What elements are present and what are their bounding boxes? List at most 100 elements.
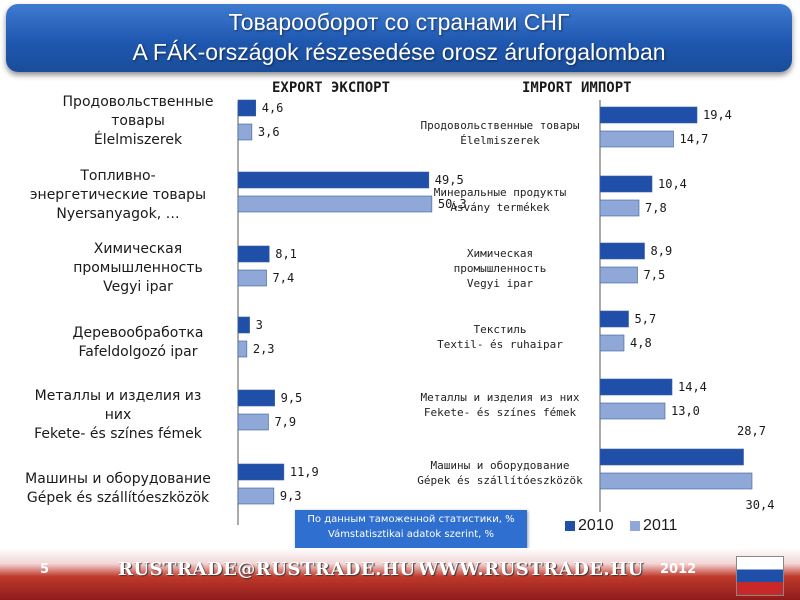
export-value-label-2010-1: 49,5 xyxy=(435,173,464,187)
export-category-label-1-line-0: Топливно- xyxy=(80,168,156,184)
export-bar-2010-3 xyxy=(237,316,250,334)
import-value-label-2010-3: 5,7 xyxy=(635,312,657,326)
title-banner: Товарооборот со странами СНГ A FÁK-orszá… xyxy=(6,4,792,72)
import-category-label-2: Химическая промышленность Vegyi ipar xyxy=(405,246,595,291)
import-bar-2010-2 xyxy=(599,242,645,260)
export-category-label-4-line-0: Металлы и изделия из xyxy=(34,388,202,404)
export-category-label-3-line-0: Деревообработка xyxy=(72,325,204,341)
export-category-label-2: Химическая промышленность Vegyi ipar xyxy=(28,240,248,297)
source-note: По данным таможенной статистики, % Vámst… xyxy=(295,510,527,548)
import-category-label-5-line-0: Машины и оборудование xyxy=(430,459,570,472)
legend-item-2011: 2011 xyxy=(630,517,677,535)
export-category-label-1-line-2: Nyersanyagok, … xyxy=(56,206,180,222)
export-bar-2011-4 xyxy=(237,413,269,431)
legend-label-2011: 2011 xyxy=(643,517,678,534)
export-value-label-2011-2: 7,4 xyxy=(273,271,295,285)
export-bar-2011-3 xyxy=(237,340,248,358)
export-category-label-0: Продовольственные товары Élelmiszerek xyxy=(28,93,248,150)
import-bar-2010-5 xyxy=(599,448,744,466)
footer-year: 2012 xyxy=(660,562,697,577)
legend-swatch-2010 xyxy=(565,520,575,531)
footer-band: 5 RUSTRADE@RUSTRADE.HU WWW.RUSTRADE.HU 2… xyxy=(0,548,800,600)
import-category-label-3: Текстиль Textil- és ruhaipar xyxy=(405,322,595,352)
import-bar-2010-3 xyxy=(599,310,629,328)
export-bar-2010-1 xyxy=(237,171,430,189)
export-value-label-2011-4: 7,9 xyxy=(274,415,296,429)
import-value-label-2010-2: 8,9 xyxy=(651,244,673,258)
import-category-label-0-line-1: Élelmiszerek xyxy=(460,134,540,147)
export-category-label-3: Деревообработка Fafeldolgozó ipar xyxy=(28,324,248,362)
import-bar-2011-1 xyxy=(599,199,640,217)
import-bar-2010-0 xyxy=(599,106,698,124)
export-category-label-4-line-1: них xyxy=(104,407,132,423)
export-value-label-2010-2: 8,1 xyxy=(275,247,297,261)
export-category-label-3-line-1: Fafeldolgozó ipar xyxy=(78,344,198,360)
export-category-label-5-line-0: Машины и оборудование xyxy=(25,471,211,487)
export-bar-2010-5 xyxy=(237,463,285,481)
import-value-label-2011-3: 4,8 xyxy=(630,336,652,350)
legend-swatch-2011 xyxy=(630,520,641,531)
title-line-2: A FÁK-országok részesedése orosz áruforg… xyxy=(132,39,666,65)
footer-website-link[interactable]: WWW.RUSTRADE.HU xyxy=(418,559,644,580)
export-bar-2011-1 xyxy=(237,195,433,213)
import-value-label-2010-1: 10,4 xyxy=(658,177,687,191)
export-category-label-4-line-2: Fekete- és színes fémek xyxy=(34,426,202,442)
export-heading: EXPORT ЭКСПОРТ xyxy=(272,80,391,96)
bar-charts: 4,6 49,5 8,1 3 9,5 11,9 3,6 50,3 7,4 2,3 7,9 9,3 19,… xyxy=(237,99,774,525)
import-heading: IMPORT ИМПОРТ xyxy=(522,80,632,96)
title-line-1: Товарооборот со странами СНГ xyxy=(228,9,570,35)
source-note-line-2: Vámstatisztikai adatok szerint, % xyxy=(328,529,494,540)
import-value-label-2010-0: 19,4 xyxy=(703,108,732,122)
import-category-label-5-line-1: Gépek és szállítóeszközök xyxy=(417,474,583,487)
export-value-label-2011-3: 2,3 xyxy=(253,342,275,356)
export-category-label-4: Металлы и изделия из них Fekete- és színes… xyxy=(8,387,228,444)
legend-label-2010: 2010 xyxy=(578,517,614,534)
import-category-label-5: Машины и оборудование Gépek és szállítóes… xyxy=(405,458,595,488)
footer-email-link[interactable]: RUSTRADE@RUSTRADE.HU xyxy=(118,559,416,580)
legend: 2010 2011 xyxy=(565,517,689,535)
import-bar-2011-4 xyxy=(599,402,666,420)
export-category-label-5-line-1: Gépek és szállítóeszközök xyxy=(26,490,210,506)
export-value-label-2010-3: 3 xyxy=(256,318,263,332)
legend-item-2010: 2010 xyxy=(565,517,614,535)
export-category-label-5: Машины и оборудование Gépek és szállítóes… xyxy=(8,470,228,508)
import-category-label-4-line-1: Fekete- és színes fémek xyxy=(423,406,577,419)
import-category-label-0-line-0: Продовольственные товары xyxy=(420,119,580,132)
export-value-label-2010-5: 11,9 xyxy=(290,465,319,479)
export-bar-2010-4 xyxy=(237,389,275,407)
import-bar-2010-4 xyxy=(599,378,673,396)
import-category-label-4-line-0: Металлы и изделия из них xyxy=(420,391,580,404)
export-category-label-0-line-2: Élelmiszerek xyxy=(93,132,183,148)
import-category-label-2-line-1: промышленность xyxy=(453,262,547,275)
export-value-label-2011-0: 3,6 xyxy=(258,125,280,139)
export-category-label-0-line-1: товары xyxy=(111,113,165,129)
import-bar-2011-3 xyxy=(599,334,625,352)
import-category-label-1-line-0: Минеральные продукты xyxy=(433,186,567,199)
flag-logo xyxy=(736,556,784,596)
import-value-label-2010-5: 28,7 xyxy=(737,424,766,438)
source-note-line-1: По данным таможенной статистики, % xyxy=(307,514,515,525)
import-value-label-2011-4: 13,0 xyxy=(671,404,700,418)
export-bar-2011-5 xyxy=(237,487,275,505)
export-bar-2010-2 xyxy=(237,245,270,263)
import-bar-2011-0 xyxy=(599,130,674,148)
export-value-label-2010-4: 9,5 xyxy=(281,391,303,405)
export-value-label-2011-5: 9,3 xyxy=(280,489,302,503)
export-category-label-0-line-0: Продовольственные xyxy=(62,94,214,110)
import-bar-2010-1 xyxy=(599,175,653,193)
export-category-label-2-line-0: Химическая xyxy=(93,241,183,257)
export-category-label-2-line-1: промышленность xyxy=(73,260,203,276)
import-category-label-3-line-1: Textil- és ruhaipar xyxy=(437,338,563,351)
export-value-label-2010-0: 4,6 xyxy=(262,101,284,115)
import-value-label-2010-4: 14,4 xyxy=(678,380,707,394)
import-value-label-2011-2: 7,5 xyxy=(644,268,666,282)
export-category-label-2-line-2: Vegyi ipar xyxy=(103,279,173,295)
import-bar-2011-5 xyxy=(599,472,753,490)
import-value-label-2011-0: 14,7 xyxy=(680,132,709,146)
import-bar-2011-2 xyxy=(599,266,638,284)
import-category-label-4: Металлы и изделия из них Fekete- és színe… xyxy=(405,390,595,420)
import-category-label-2-line-2: Vegyi ipar xyxy=(466,277,534,290)
export-bar-2011-2 xyxy=(237,269,267,287)
import-category-label-0: Продовольственные товары Élelmiszerek xyxy=(405,118,595,148)
export-bar-2011-0 xyxy=(237,123,253,141)
